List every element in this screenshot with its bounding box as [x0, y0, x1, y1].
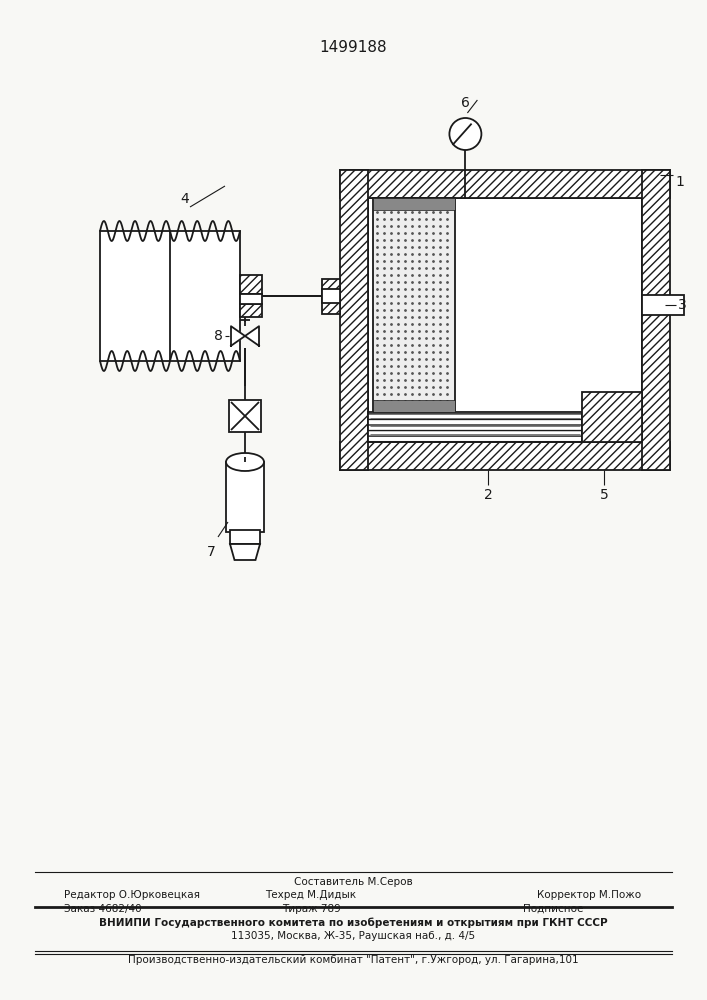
- Polygon shape: [245, 326, 259, 346]
- Text: 8: 8: [214, 329, 223, 343]
- Text: 4: 4: [180, 192, 189, 206]
- Bar: [240, 294, 262, 304]
- Bar: [322, 278, 340, 314]
- Bar: [100, 231, 240, 361]
- Text: Подписное: Подписное: [523, 904, 583, 914]
- Text: Составитель М.Серов: Составитель М.Серов: [294, 877, 413, 887]
- Bar: [226, 462, 264, 532]
- Polygon shape: [230, 544, 260, 560]
- Text: Тираж 789: Тираж 789: [281, 904, 341, 914]
- Text: 113035, Москва, Ж-35, Раушская наб., д. 4/5: 113035, Москва, Ж-35, Раушская наб., д. …: [231, 931, 476, 941]
- Text: Корректор М.Пожо: Корректор М.Пожо: [537, 890, 641, 900]
- Bar: [373, 198, 455, 412]
- Bar: [642, 170, 670, 470]
- Polygon shape: [231, 326, 245, 346]
- Bar: [322, 289, 340, 303]
- Text: Производственно-издательский комбинат "Патент", г.Ужгород, ул. Гагарина,101: Производственно-издательский комбинат "П…: [128, 955, 579, 965]
- Bar: [340, 170, 670, 198]
- Bar: [240, 275, 262, 294]
- Text: 5: 5: [600, 488, 609, 502]
- Bar: [373, 198, 455, 210]
- Bar: [229, 400, 261, 432]
- Bar: [368, 198, 642, 442]
- Bar: [340, 170, 368, 470]
- Bar: [642, 295, 684, 315]
- Text: 1499188: 1499188: [319, 40, 387, 55]
- Bar: [340, 442, 670, 470]
- Text: Редактор О.Юрковецкая: Редактор О.Юрковецкая: [64, 890, 199, 900]
- Text: Техред М.Дидык: Техред М.Дидык: [266, 890, 356, 900]
- Text: 6: 6: [461, 96, 470, 110]
- Text: 2: 2: [484, 488, 493, 502]
- Bar: [373, 400, 455, 412]
- Bar: [230, 530, 260, 544]
- Bar: [582, 392, 642, 442]
- Bar: [240, 304, 262, 317]
- Text: Заказ 4682/40: Заказ 4682/40: [64, 904, 141, 914]
- Text: 3: 3: [678, 298, 686, 312]
- Bar: [368, 412, 582, 442]
- Circle shape: [450, 118, 481, 150]
- Text: 1: 1: [675, 175, 684, 189]
- Text: 7: 7: [207, 545, 216, 559]
- Text: ВНИИПИ Государственного комитета по изобретениям и открытиям при ГКНТ СССР: ВНИИПИ Государственного комитета по изоб…: [99, 918, 608, 928]
- Ellipse shape: [226, 453, 264, 471]
